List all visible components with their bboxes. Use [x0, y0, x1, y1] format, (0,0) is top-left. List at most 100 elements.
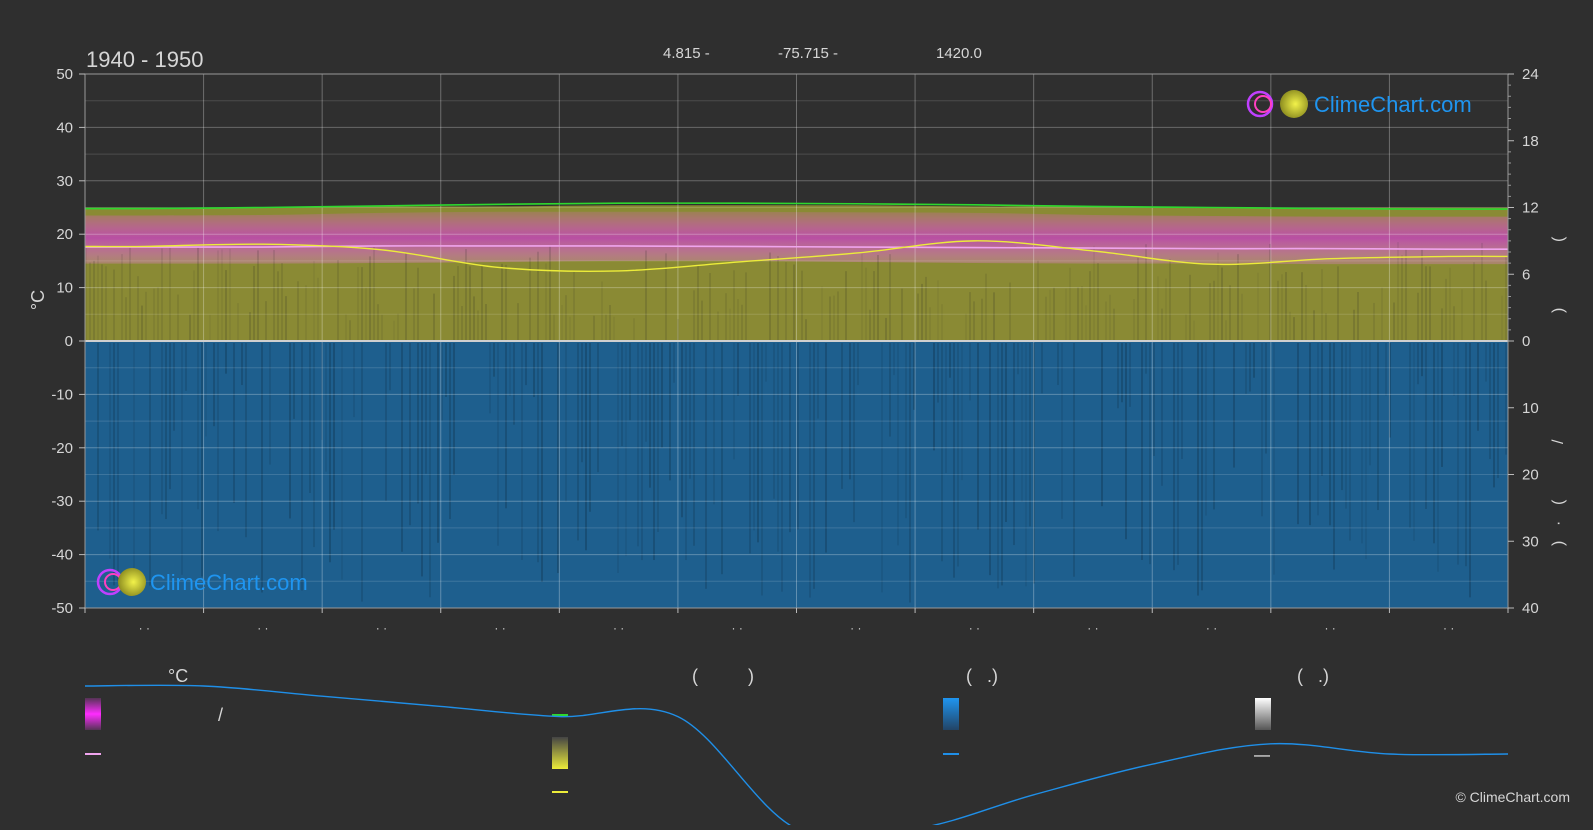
rain-daily-bar — [1001, 343, 1003, 586]
sunshine-daily-bar — [89, 262, 91, 341]
rain-daily-bar — [1421, 343, 1423, 377]
sunshine-daily-bar — [1353, 309, 1355, 341]
rain-daily-bar — [113, 343, 115, 586]
rain-daily-bar — [773, 343, 775, 499]
rain-daily-bar — [893, 343, 895, 376]
sunshine-daily-bar — [1193, 320, 1195, 341]
rain-daily-bar — [777, 343, 779, 552]
brand-logo-bottom[interactable]: ClimeChart.com — [96, 568, 308, 596]
sunshine-daily-bar — [545, 263, 547, 341]
rain-daily-bar — [1041, 343, 1043, 394]
rain-daily-bar — [1485, 343, 1487, 382]
rain-daily-bar — [1245, 343, 1247, 394]
sunshine-daily-bar — [1133, 298, 1135, 341]
rain-daily-bar — [217, 343, 219, 532]
rain-daily-bar — [1101, 343, 1103, 507]
sunshine-daily-bar — [633, 318, 635, 341]
rain-daily-bar — [961, 343, 963, 481]
x-tick-label: · · — [1206, 621, 1217, 635]
sunshine-daily-bar — [985, 273, 987, 341]
rain-daily-bar — [509, 343, 511, 397]
sunshine-daily-bar — [741, 304, 743, 341]
rain-daily-bar — [1349, 343, 1351, 541]
rain-daily-bar — [169, 343, 171, 490]
rain-daily-bar — [1205, 343, 1207, 516]
rain-daily-bar — [841, 343, 843, 489]
sunshine-daily-bar — [1381, 287, 1383, 341]
rain-daily-bar — [1489, 343, 1491, 460]
sunshine-daily-bar — [965, 313, 967, 341]
rain-daily-bar — [757, 343, 759, 543]
sunshine-daily-bar — [1085, 305, 1087, 341]
sunshine-daily-bar — [1169, 259, 1171, 341]
rain-daily-bar — [1497, 343, 1499, 479]
sunshine-daily-bar — [1481, 242, 1483, 341]
sunshine-daily-bar — [1337, 266, 1339, 341]
sunshine-daily-bar — [925, 276, 927, 341]
rain-daily-bar — [1005, 343, 1007, 522]
rain-daily-bar — [1365, 343, 1367, 560]
rain-daily-bar — [849, 343, 851, 480]
rain-daily-bar — [969, 343, 971, 401]
sunshine-daily-bar — [733, 270, 735, 341]
sunshine-daily-bar — [501, 263, 503, 341]
sunshine-daily-bar — [609, 304, 611, 341]
rain-daily-bar — [241, 343, 243, 386]
sunshine-daily-bar — [85, 247, 87, 341]
sunshine-line — [84, 240, 1509, 272]
sunshine-daily-bar — [821, 286, 823, 341]
rain-daily-bar — [541, 343, 543, 582]
rain-daily-bar — [825, 343, 827, 553]
y-axis-right-label: ) — [1550, 541, 1567, 546]
rain-daily-bar — [417, 343, 419, 504]
sunshine-daily-bar — [469, 266, 471, 341]
rain-daily-bar — [1029, 343, 1031, 527]
sunshine-daily-bar — [517, 303, 519, 341]
logo-text: ClimeChart.com — [1314, 92, 1472, 117]
rain-daily-bar — [753, 343, 755, 531]
rain-daily-bar — [1117, 343, 1119, 409]
rain-daily-bar — [1233, 343, 1235, 468]
sunshine-daily-bar — [1225, 320, 1227, 341]
max-temp-line — [84, 202, 1509, 210]
sunshine-daily-bar — [601, 281, 603, 341]
sunshine-daily-bar — [477, 310, 479, 341]
rain-daily-bar — [761, 343, 763, 596]
x-tick-label: · · — [613, 621, 624, 635]
sunshine-daily-bar — [237, 303, 239, 341]
sunshine-daily-bar — [257, 250, 259, 341]
legend-col2-heading: ( ) — [692, 666, 754, 686]
rain-daily-bar — [437, 343, 439, 543]
rain-daily-bar — [681, 343, 683, 518]
sunshine-daily-bar — [569, 316, 571, 341]
sunshine-daily-bar — [229, 248, 231, 341]
sunshine-daily-bar — [505, 264, 507, 341]
sunshine-daily-bar — [717, 311, 719, 341]
sunshine-daily-bar — [1257, 272, 1259, 341]
sunshine-daily-bar — [217, 250, 219, 341]
sunshine-daily-bar — [169, 245, 171, 341]
sunshine-daily-bar — [1421, 248, 1423, 341]
legend-snow-swatch — [1255, 698, 1271, 730]
rain-daily-bar — [401, 343, 403, 552]
rain-daily-bar — [293, 343, 295, 419]
sunshine-daily-bar — [1221, 267, 1223, 341]
rain-daily-bar — [261, 343, 263, 593]
y-axis-right-label: ( — [1550, 499, 1567, 505]
logo-sun-icon — [1280, 90, 1308, 118]
rain-daily-bar — [525, 343, 527, 386]
rain-daily-bar — [617, 343, 619, 573]
rain-daily-bar — [1333, 343, 1335, 570]
rain-daily-bar — [329, 343, 331, 563]
sunshine-daily-bar — [561, 305, 563, 341]
rain-daily-bar — [721, 343, 723, 575]
rain-daily-bar — [737, 343, 739, 396]
x-tick-label: · · — [1324, 621, 1335, 635]
rain-daily-bar — [409, 343, 411, 526]
brand-logo-top[interactable]: ClimeChart.com — [1246, 90, 1472, 118]
sunshine-daily-bar — [917, 293, 919, 341]
sunshine-daily-bar — [769, 252, 771, 341]
rain-daily-bar — [325, 343, 327, 472]
rain-daily-bar — [749, 343, 751, 554]
